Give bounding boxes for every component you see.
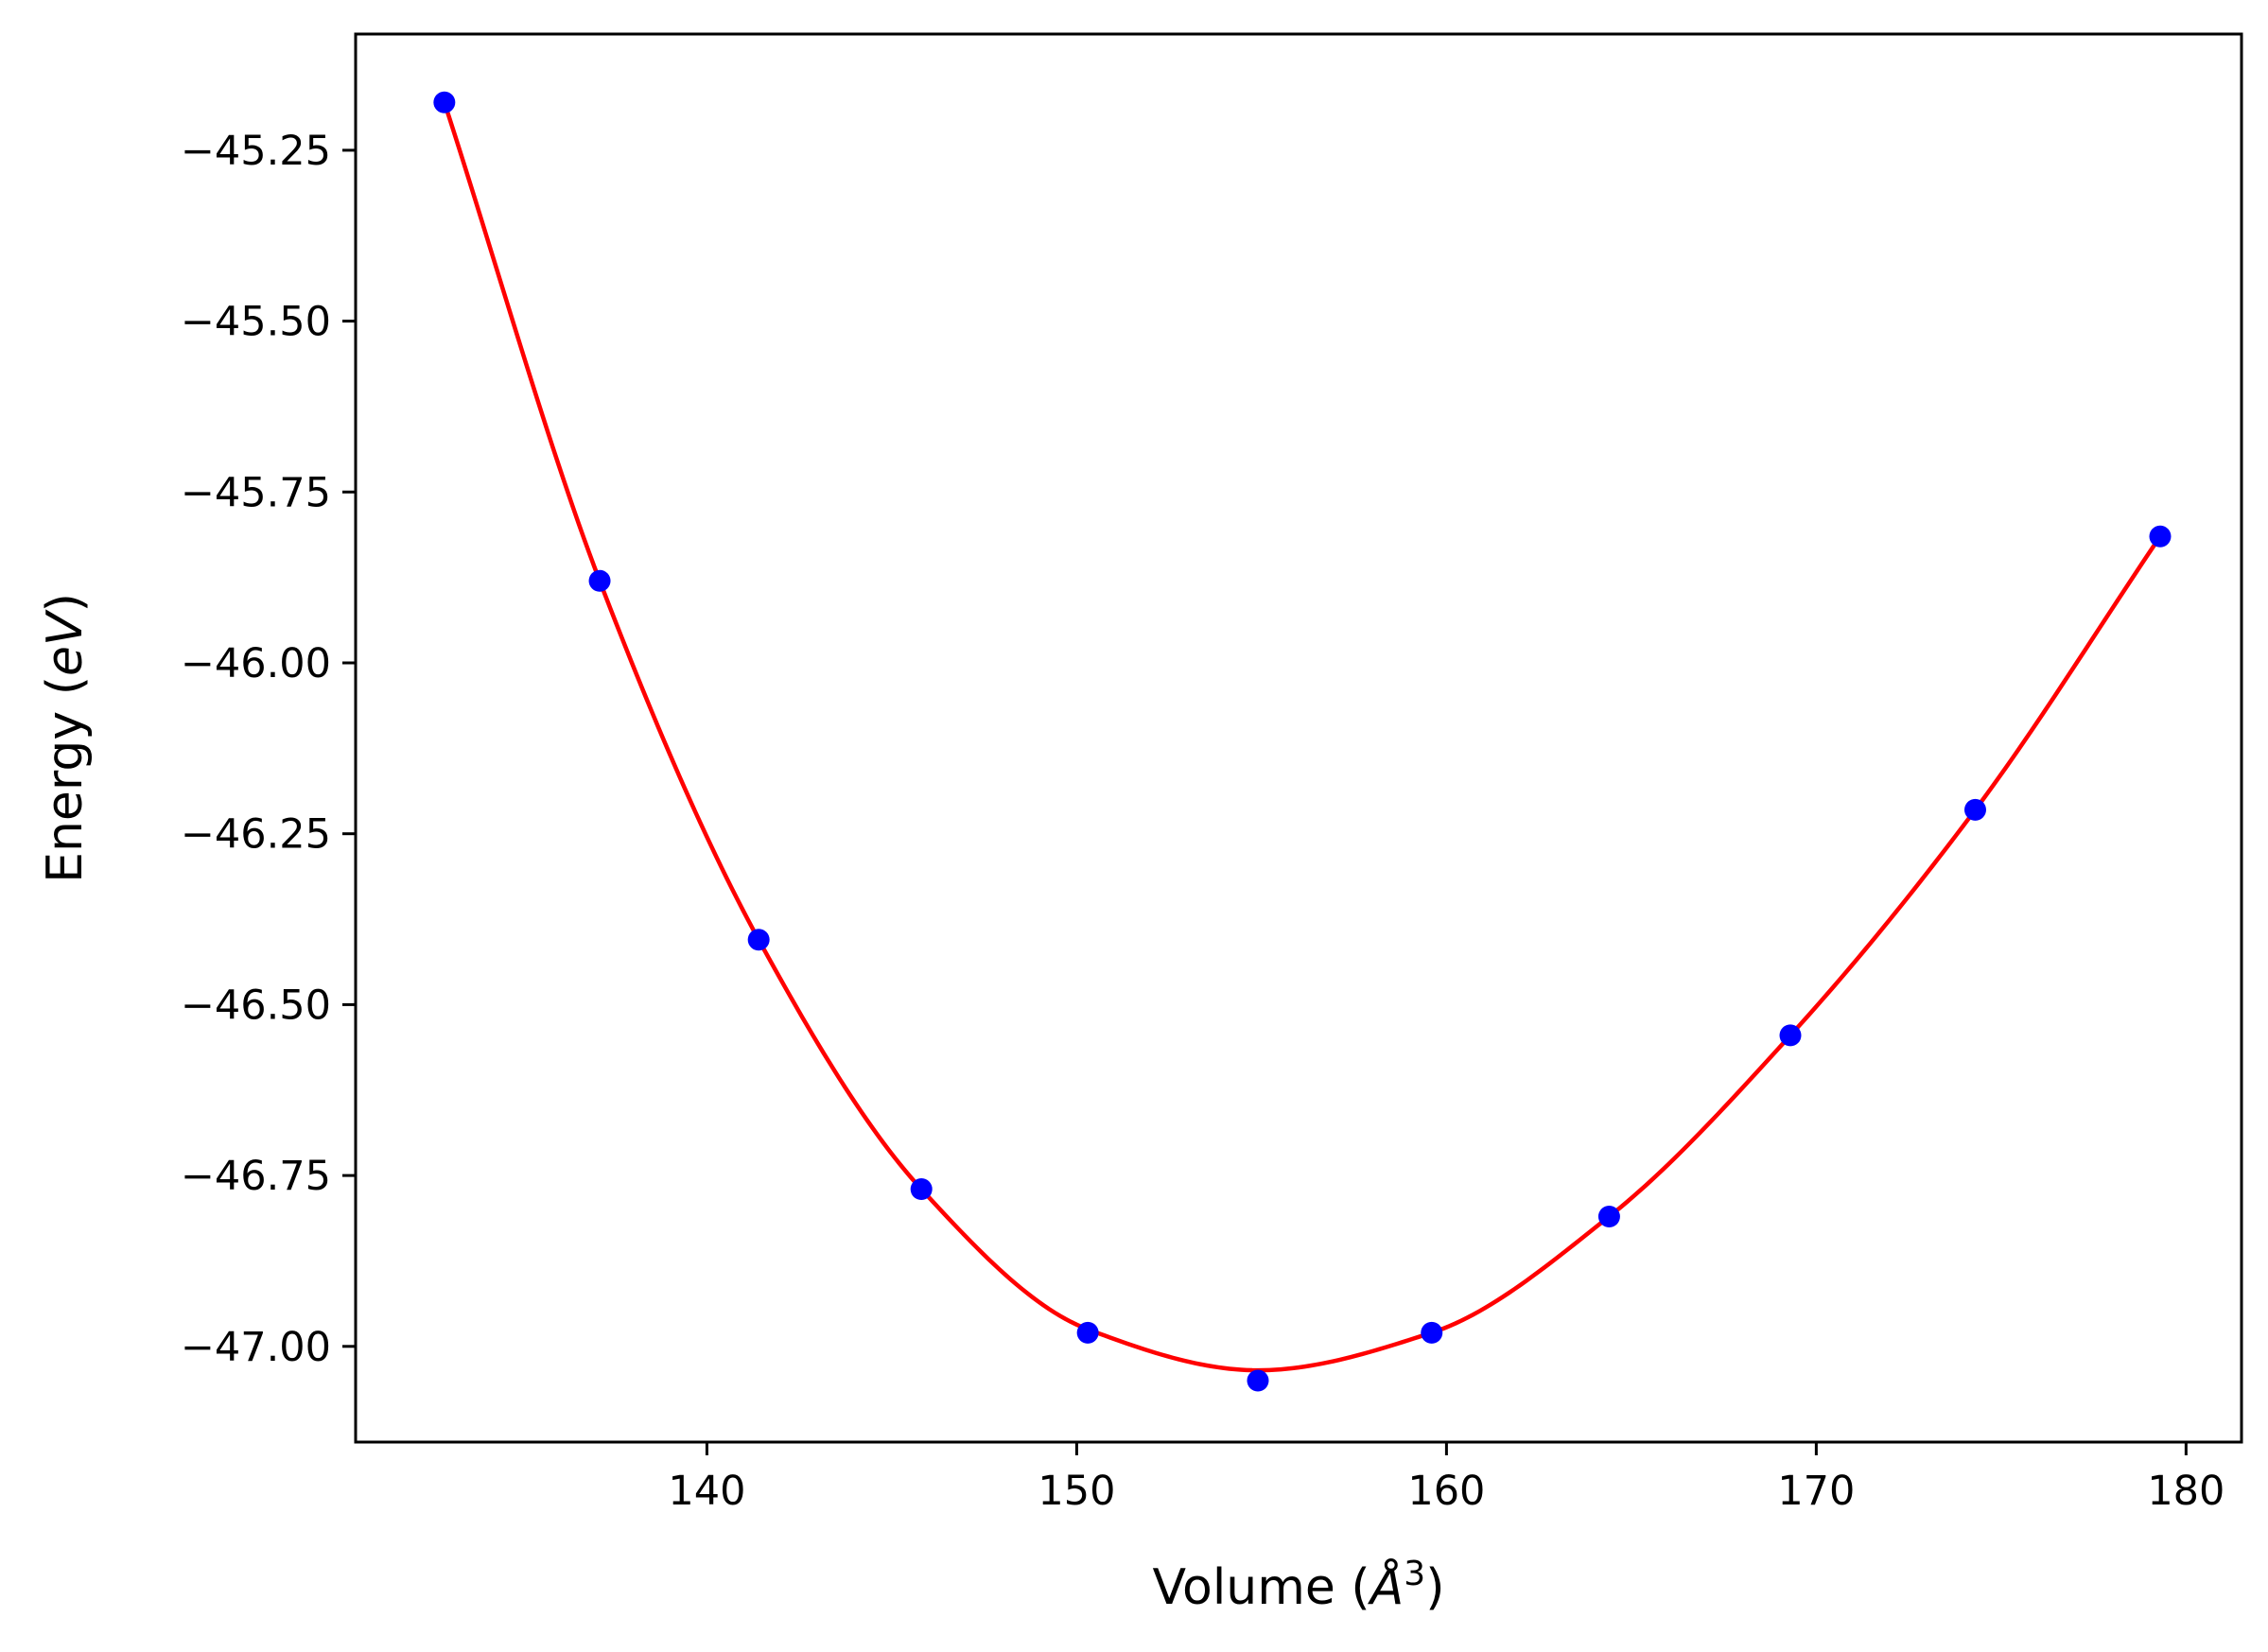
data-point (1421, 1321, 1443, 1344)
y-tick-label: −47.00 (181, 1324, 331, 1371)
y-tick-label: −46.50 (181, 982, 331, 1029)
x-tick-label: 180 (2147, 1468, 2224, 1515)
data-point (1963, 798, 1986, 821)
data-points-layer (433, 91, 2172, 1392)
y-tick-label: −45.50 (181, 299, 331, 346)
x-tick-label: 140 (668, 1468, 745, 1515)
y-axis-label: Energy (eV) (37, 593, 94, 883)
data-point (433, 91, 456, 113)
data-point (1779, 1024, 1802, 1047)
y-tick-label: −45.25 (181, 128, 331, 175)
y-axis-ticks: −45.25 −45.50 −45.75 −46.00 −46.25 −46.50 −46.… (181, 128, 356, 1371)
x-axis-label: Volume (Å3) (1153, 1555, 1445, 1616)
y-axis-label-suffix: ) (37, 593, 94, 612)
data-point (1076, 1321, 1099, 1344)
data-point (1597, 1205, 1620, 1227)
x-axis-label-exponent: 3 (1404, 1555, 1425, 1593)
data-point (2149, 525, 2172, 548)
y-tick-label: −46.00 (181, 640, 331, 687)
y-tick-label: −45.75 (181, 469, 331, 516)
x-tick-label: 160 (1407, 1468, 1485, 1515)
x-axis-label-prefix: Volume ( (1153, 1559, 1370, 1616)
plot-frame (354, 32, 2243, 1444)
y-axis-label-unit: eV (37, 609, 94, 676)
x-axis-label-suffix: ) (1425, 1559, 1444, 1616)
x-axis-label-unit: Å (1368, 1557, 1404, 1616)
data-point (747, 929, 770, 951)
y-tick-label: −46.25 (181, 811, 331, 859)
y-tick-label: −46.75 (181, 1153, 331, 1200)
data-point (1247, 1369, 1269, 1392)
y-axis-label-prefix: Energy ( (37, 676, 94, 883)
x-axis-ticks: 140 150 160 170 180 (668, 1442, 2224, 1515)
x-tick-label: 170 (1777, 1468, 1855, 1515)
x-tick-label: 150 (1038, 1468, 1115, 1515)
data-point (588, 569, 611, 592)
data-point (910, 1178, 933, 1201)
